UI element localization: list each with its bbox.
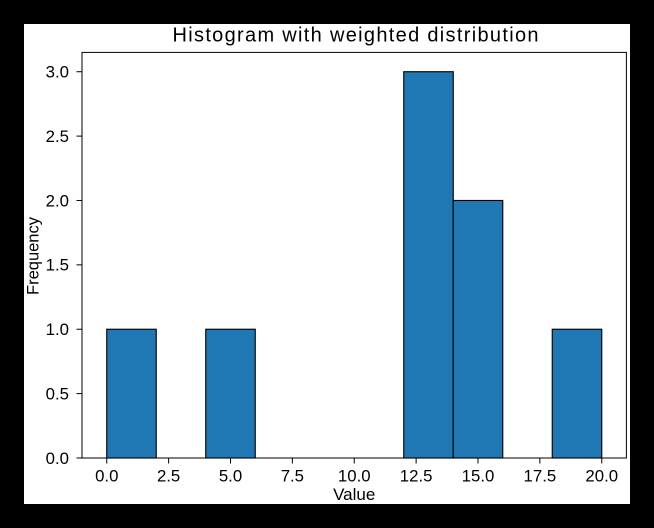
svg-text:Value: Value (333, 485, 375, 504)
svg-text:2.5: 2.5 (157, 466, 180, 485)
svg-text:0.5: 0.5 (46, 384, 69, 403)
svg-text:2.0: 2.0 (46, 191, 69, 210)
svg-text:Frequency: Frequency (25, 216, 43, 295)
svg-text:0.0: 0.0 (95, 466, 118, 485)
svg-text:20.0: 20.0 (585, 466, 618, 485)
svg-text:3.0: 3.0 (46, 63, 69, 82)
svg-text:7.5: 7.5 (281, 466, 304, 485)
svg-text:17.5: 17.5 (524, 466, 557, 485)
svg-text:0.0: 0.0 (46, 449, 69, 468)
svg-text:15.0: 15.0 (462, 466, 495, 485)
svg-text:2.5: 2.5 (46, 127, 69, 146)
svg-text:5.0: 5.0 (219, 466, 242, 485)
svg-text:1.0: 1.0 (46, 320, 69, 339)
svg-text:1.5: 1.5 (46, 256, 69, 275)
svg-text:12.5: 12.5 (400, 466, 433, 485)
svg-text:10.0: 10.0 (338, 466, 371, 485)
svg-text:Histogram with weighted distri: Histogram with weighted distribution (173, 25, 539, 47)
